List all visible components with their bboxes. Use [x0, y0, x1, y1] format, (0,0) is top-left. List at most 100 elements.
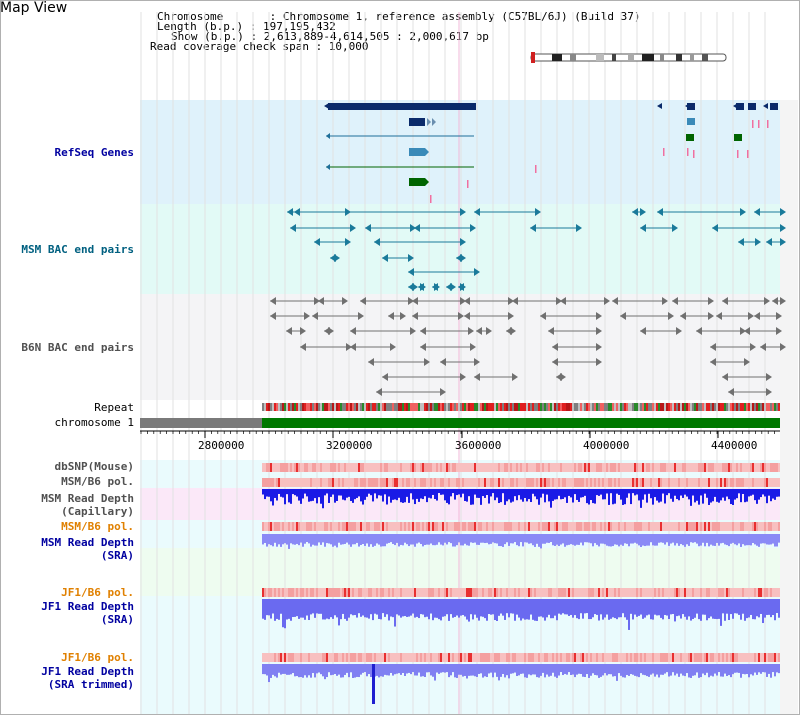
jf1-trimmed-depth-bar: [708, 664, 710, 678]
msm-sra-depth-bar: [330, 534, 332, 545]
track-label-chromosome[interactable]: chromosome 1: [54, 416, 134, 429]
jf1-trimmed-depth-bar: [594, 664, 596, 675]
jf1-trimmed-depth-bar: [638, 664, 640, 678]
msm-pol-density: [380, 478, 382, 487]
jf1-trimmed-pol-density: [618, 653, 620, 662]
msm-pol-density: [468, 478, 470, 487]
msm-pol-density: [440, 478, 442, 487]
msm-pol-density: [474, 478, 476, 487]
jf1-sra-depth-bar: [282, 599, 284, 628]
jf1-sra-depth-bar: [462, 599, 464, 616]
b6n-bac-pair-end: [376, 388, 382, 396]
msm-pol-density: [498, 478, 500, 487]
msm-pol-density: [506, 478, 508, 487]
msm-capillary-depth-bar: [346, 489, 348, 498]
track-label-jf1-depth-sra[interactable]: JF1 Read Depth (SRA): [41, 600, 134, 626]
msm-sra-depth-bar: [452, 534, 454, 547]
jf1-trimmed-pol-density: [276, 653, 278, 662]
jf1-sra-depth-bar: [602, 599, 604, 620]
track-label-msm-depth-capillary[interactable]: MSM Read Depth (Capillary): [41, 492, 134, 518]
msm-capillary-depth-bar: [298, 489, 300, 501]
jf1-sra-depth-bar: [582, 599, 584, 619]
jf1-trimmed-pol-density: [512, 653, 514, 662]
msm-pol-density: [496, 478, 498, 487]
msm-capillary-depth-bar: [426, 489, 428, 503]
msm-sra-pol-density: [530, 522, 532, 531]
msm-pol-density: [736, 478, 738, 487]
track-label-dbsnp[interactable]: dbSNP(Mouse): [54, 460, 134, 473]
jf1-sra-depth-bar: [434, 599, 436, 618]
msm-pol-density: [744, 478, 746, 487]
jf1-sra-depth-bar: [598, 599, 600, 621]
msm-sra-pol-density: [354, 522, 356, 531]
repeat-element: [404, 403, 406, 411]
gene-block: [687, 118, 695, 125]
msm-capillary-depth-bar: [772, 489, 774, 499]
msm-capillary-depth-bar: [706, 489, 708, 498]
jf1-pol-density: [560, 588, 562, 597]
track-label-jf1-pol-sra[interactable]: JF1/B6 pol.: [61, 586, 134, 599]
msm-sra-depth-bar: [414, 534, 416, 547]
dbsnp-density: [316, 463, 318, 472]
track-label-repeat[interactable]: Repeat: [94, 401, 134, 414]
msm-sra-pol-density: [726, 522, 728, 531]
msm-pol-density: [558, 478, 560, 487]
msm-sra-pol-density: [404, 522, 406, 531]
jf1-trimmed-pol-density: [442, 653, 444, 662]
track-label-refseq[interactable]: RefSeq Genes: [54, 146, 134, 159]
repeat-element: [426, 403, 428, 411]
jf1-trimmed-pol-density: [530, 653, 532, 662]
b6n-bac-pair-end: [560, 297, 566, 305]
track-label-b6n-bac[interactable]: B6N BAC end pairs: [21, 341, 134, 354]
jf1-trimmed-pol-density: [724, 653, 726, 662]
msm-sra-pol-density: [454, 522, 456, 531]
jf1-sra-depth-bar: [630, 599, 632, 614]
msm-capillary-depth-bar: [374, 489, 376, 494]
dbsnp-density: [478, 463, 480, 472]
msm-pol-density: [466, 478, 468, 487]
msm-pol-density: [524, 478, 526, 487]
jf1-trimmed-depth-bar: [342, 664, 344, 678]
track-label-msm-pol-sra[interactable]: MSM/B6 pol.: [61, 520, 134, 533]
b6n-bac-pair-end: [476, 327, 482, 335]
jf1-pol-density: [764, 588, 766, 597]
msm-capillary-depth-bar: [320, 489, 322, 504]
jf1-trimmed-pol-density: [672, 653, 674, 662]
dbsnp-density: [466, 463, 468, 472]
jf1-pol-density: [288, 588, 290, 597]
jf1-trimmed-depth-bar: [552, 664, 554, 673]
repeat-element: [334, 403, 336, 411]
msm-sra-depth-bar: [400, 534, 402, 545]
msm-sra-depth-bar: [534, 534, 536, 547]
track-label-msm-bac[interactable]: MSM BAC end pairs: [21, 243, 134, 256]
jf1-trimmed-pol-density: [702, 653, 704, 662]
repeat-element: [726, 403, 728, 411]
jf1-pol-density: [546, 588, 548, 597]
msm-pol-density: [770, 478, 772, 487]
msm-pol-density: [284, 478, 286, 487]
msm-pol-density: [464, 478, 466, 487]
dbsnp-density: [530, 463, 532, 472]
msm-pol-density: [512, 478, 514, 487]
track-label-jf1-depth-trimmed[interactable]: JF1 Read Depth (SRA trimmed): [41, 665, 134, 691]
jf1-pol-density: [496, 588, 498, 597]
jf1-pol-density: [284, 588, 286, 597]
jf1-trimmed-depth-bar: [720, 664, 722, 677]
jf1-trimmed-depth-bar: [448, 664, 450, 678]
dbsnp-density: [396, 463, 398, 472]
msm-bac-pair-end: [350, 224, 356, 232]
msm-pol-density: [634, 478, 636, 487]
msm-pol-density: [300, 478, 302, 487]
jf1-pol-density: [652, 588, 654, 597]
msm-bac-pair-end: [414, 224, 420, 232]
msm-sra-depth-bar: [690, 534, 692, 543]
msm-sra-pol-density: [586, 522, 588, 531]
repeat-element: [374, 403, 376, 411]
msm-sra-pol-density: [330, 522, 332, 531]
msm-sra-pol-density: [376, 522, 378, 531]
track-label-msm-pol-capillary[interactable]: MSM/B6 pol.: [61, 475, 134, 488]
track-label-msm-depth-sra[interactable]: MSM Read Depth (SRA): [41, 536, 134, 562]
jf1-trimmed-depth-bar: [486, 664, 488, 678]
jf1-pol-density: [646, 588, 648, 597]
track-label-jf1-pol-trimmed[interactable]: JF1/B6 pol.: [61, 651, 134, 664]
